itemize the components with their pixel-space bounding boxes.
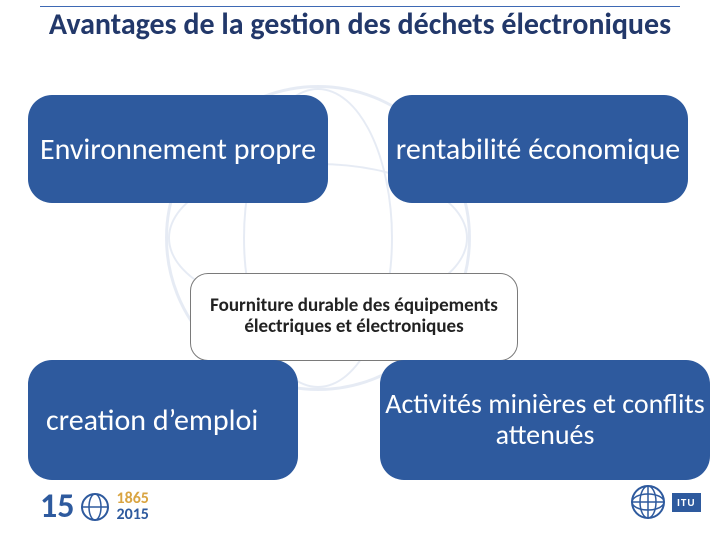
box-mining: Activités minières et conflits attenués: [380, 360, 710, 480]
box-jobs: creation d’emploi: [28, 360, 298, 480]
globe-small-icon: [80, 492, 110, 522]
box-supply: Fourniture durable des équipements élect…: [190, 273, 518, 361]
box-environment: Environnement propre: [28, 95, 328, 203]
anniversary-years: 1865 2015: [116, 491, 148, 523]
anniversary-big-number: 15: [40, 486, 74, 527]
slide: Avantages de la gestion des déchets élec…: [0, 0, 720, 540]
box-profitability: rentabilité économique: [388, 95, 688, 203]
itu-label: ITU: [672, 493, 701, 512]
anniversary-logo: 15 1865 2015: [40, 486, 149, 527]
itu-globe-icon: [630, 484, 666, 520]
year-end: 2015: [116, 507, 148, 523]
page-title: Avantages de la gestion des déchets élec…: [0, 8, 720, 43]
itu-logo: ITU: [630, 484, 701, 520]
